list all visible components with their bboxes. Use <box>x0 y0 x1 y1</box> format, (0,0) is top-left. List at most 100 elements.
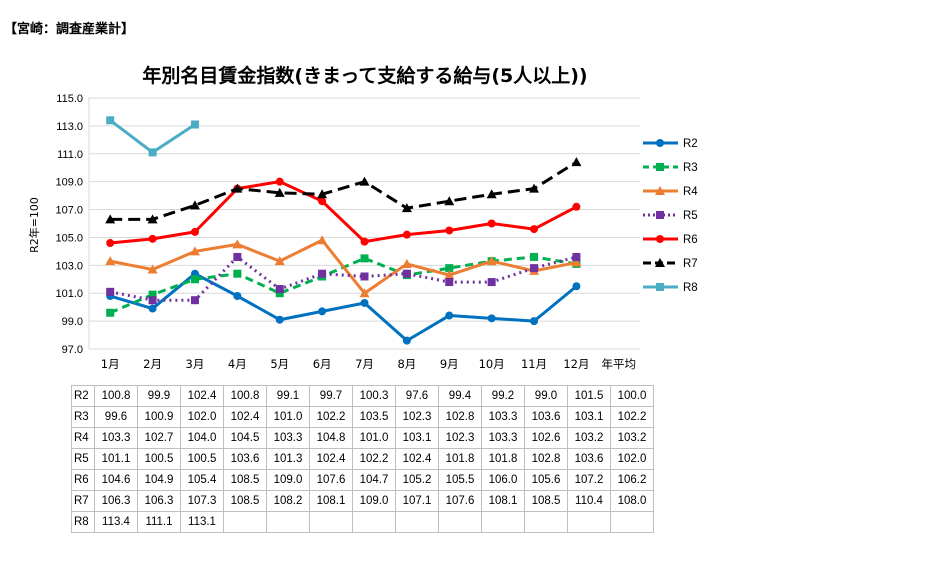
series-r5 <box>106 252 581 305</box>
table-cell: 99.7 <box>309 385 353 407</box>
table-cell: 101.0 <box>352 427 396 449</box>
data-point <box>148 148 157 157</box>
data-point <box>445 311 454 320</box>
x-tick-label: 2月 <box>143 357 162 371</box>
data-point <box>147 264 158 274</box>
table-cell: 109.0 <box>266 469 310 491</box>
table-cell <box>223 511 267 533</box>
series-r4 <box>105 235 582 298</box>
x-tick-label: 4月 <box>228 357 247 371</box>
data-point <box>318 307 327 316</box>
data-point <box>445 226 454 235</box>
legend-item-r7: R7 <box>643 258 698 270</box>
data-point <box>233 252 242 261</box>
table-cell: 102.3 <box>438 427 482 449</box>
legend: R2 R3 R4 R5 R6 R7 R8 <box>643 138 698 294</box>
data-point <box>529 183 540 193</box>
table-cell: 103.3 <box>481 427 525 449</box>
legend-item-r6: R6 <box>643 234 698 246</box>
table-cell: 108.0 <box>610 490 654 512</box>
series-r7 <box>105 157 582 224</box>
table-cell: 103.2 <box>610 427 654 449</box>
series-line-r7 <box>110 160 578 221</box>
table-cell: 99.1 <box>266 385 310 407</box>
data-point <box>275 315 284 324</box>
table-cell: 106.3 <box>94 490 138 512</box>
grid-layer <box>88 97 640 350</box>
legend-label: R2 <box>683 138 698 150</box>
data-point <box>401 203 412 213</box>
data-point <box>190 296 199 305</box>
data-point <box>402 336 411 345</box>
table-cell: 102.4 <box>180 385 224 407</box>
table-cell: 99.2 <box>481 385 525 407</box>
table-cell: 99.9 <box>137 385 181 407</box>
table-cell: 100.3 <box>352 385 396 407</box>
y-tick-label: 107.0 <box>55 205 83 217</box>
legend-marker <box>656 235 664 243</box>
legend-item-r3: R3 <box>643 162 698 174</box>
y-tick-label: 103.0 <box>55 260 83 272</box>
data-point <box>445 264 454 273</box>
table-cell: 111.1 <box>137 511 181 533</box>
table-cell: 100.9 <box>137 406 181 428</box>
data-point <box>486 256 497 266</box>
data-point <box>190 275 199 284</box>
data-point <box>106 116 115 125</box>
table-row-label: R8 <box>71 511 95 533</box>
table-cell: 102.2 <box>309 406 353 428</box>
x-tick-label: 10月 <box>479 357 505 371</box>
y-tick-label: 105.0 <box>55 232 83 244</box>
legend-marker <box>656 283 664 291</box>
data-point <box>275 285 284 294</box>
legend-label: R6 <box>683 234 698 246</box>
table-cell: 102.4 <box>395 448 439 470</box>
table-cell: 102.6 <box>524 427 568 449</box>
table-row: R7 106.3 106.3 107.3 108.5 108.2 108.1 109.0 107… <box>71 490 654 512</box>
table-cell: 108.5 <box>524 490 568 512</box>
x-tick-label: 8月 <box>397 357 416 371</box>
table-cell <box>567 511 611 533</box>
header-label: 【宮崎：調査産業計】 <box>4 22 135 37</box>
table-cell: 101.0 <box>266 406 310 428</box>
table-cell <box>309 511 353 533</box>
table-cell: 102.3 <box>395 406 439 428</box>
table-cell: 103.6 <box>223 448 267 470</box>
table-cell: 101.5 <box>567 385 611 407</box>
data-point <box>530 317 539 326</box>
data-point <box>444 196 455 206</box>
x-tick-label: 12月 <box>563 357 589 371</box>
table-cell: 113.1 <box>180 511 224 533</box>
table-cell: 99.6 <box>94 406 138 428</box>
data-point <box>572 202 581 211</box>
data-point <box>487 314 496 323</box>
chart-title: 年別名目賃金指数(きまって支給する給与(5人以上)) <box>142 64 587 87</box>
table-cell <box>266 511 310 533</box>
legend-marker <box>656 211 664 219</box>
data-point <box>106 239 115 248</box>
table-cell: 109.0 <box>352 490 396 512</box>
legend-item-r4: R4 <box>643 186 698 198</box>
data-point <box>401 258 412 268</box>
table-cell: 102.8 <box>524 448 568 470</box>
table-cell: 104.5 <box>223 427 267 449</box>
table-cell: 100.5 <box>137 448 181 470</box>
x-tick-label: 1月 <box>101 357 120 371</box>
data-point <box>190 227 199 236</box>
x-tick-label: 9月 <box>440 357 459 371</box>
table-row-label: R5 <box>71 448 95 470</box>
data-point <box>106 308 115 317</box>
table-cell <box>395 511 439 533</box>
data-point <box>360 237 369 246</box>
table-cell: 107.2 <box>567 469 611 491</box>
table-cell: 105.5 <box>438 469 482 491</box>
data-point <box>318 197 327 206</box>
table-cell: 104.8 <box>309 427 353 449</box>
table-cell: 104.6 <box>94 469 138 491</box>
data-point <box>148 234 157 243</box>
data-point <box>530 264 539 273</box>
data-point <box>571 257 582 267</box>
table-cell <box>524 511 568 533</box>
table-cell: 108.1 <box>309 490 353 512</box>
legend-label: R8 <box>683 282 698 294</box>
